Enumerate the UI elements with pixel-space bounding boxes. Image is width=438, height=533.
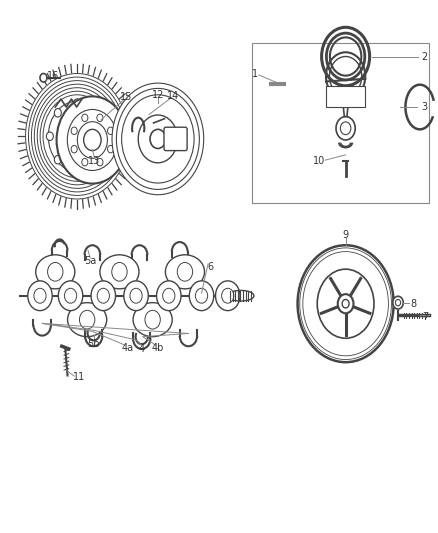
Text: 7: 7 [422,312,428,322]
Text: 2: 2 [421,52,427,61]
Text: 11: 11 [73,372,85,382]
Circle shape [393,296,403,309]
Bar [252,43,428,203]
Text: 16: 16 [47,71,59,81]
Circle shape [71,127,77,134]
Text: 3: 3 [421,102,427,112]
Circle shape [91,281,116,311]
Text: 14: 14 [167,91,179,101]
Circle shape [58,281,83,311]
Circle shape [145,310,160,329]
Text: 4: 4 [139,344,145,354]
Circle shape [28,77,126,196]
Circle shape [317,269,374,338]
Ellipse shape [166,255,205,289]
Text: 13: 13 [88,156,101,166]
Ellipse shape [100,255,139,289]
Circle shape [97,158,103,166]
Circle shape [112,262,127,281]
Text: 9: 9 [343,230,349,240]
Circle shape [130,288,142,303]
Circle shape [40,74,47,82]
Circle shape [84,130,101,151]
Circle shape [297,245,394,362]
Circle shape [107,127,113,134]
Circle shape [215,281,240,311]
Circle shape [46,132,53,141]
Circle shape [112,83,204,195]
Circle shape [32,80,123,192]
Text: 1: 1 [252,69,258,79]
Text: 15: 15 [120,92,133,102]
Ellipse shape [36,255,75,289]
Text: 12: 12 [152,90,164,100]
Circle shape [25,74,129,199]
Circle shape [54,156,61,164]
Circle shape [93,109,100,117]
Circle shape [79,310,95,329]
Circle shape [342,300,349,308]
Circle shape [34,84,120,188]
Circle shape [28,281,52,311]
Circle shape [162,288,175,303]
Circle shape [82,158,88,166]
Circle shape [156,281,181,311]
Circle shape [57,96,128,183]
Circle shape [195,288,208,303]
Circle shape [34,288,46,303]
Circle shape [37,88,117,185]
Circle shape [97,114,103,122]
Ellipse shape [133,303,172,337]
FancyBboxPatch shape [164,127,187,151]
Circle shape [64,288,77,303]
Circle shape [54,109,61,117]
Circle shape [189,281,214,311]
Circle shape [93,156,100,164]
Circle shape [122,95,194,183]
Circle shape [71,146,77,153]
Circle shape [97,288,110,303]
Circle shape [74,165,81,174]
Circle shape [40,91,114,181]
Circle shape [48,262,63,281]
Text: 4b: 4b [152,343,164,353]
Text: 5b: 5b [88,338,100,349]
Circle shape [338,294,353,313]
Text: 5a: 5a [84,256,96,266]
Text: 8: 8 [411,298,417,309]
Circle shape [74,99,81,107]
Circle shape [66,123,88,150]
Circle shape [43,95,111,177]
Circle shape [73,131,81,142]
Text: 10: 10 [313,156,325,166]
Circle shape [222,288,234,303]
Text: 4a: 4a [121,343,134,353]
Circle shape [101,132,108,141]
Circle shape [150,130,166,149]
Circle shape [177,262,193,281]
Circle shape [124,281,148,311]
Circle shape [82,114,88,122]
Text: 6: 6 [207,262,213,271]
Ellipse shape [67,303,107,337]
Circle shape [117,88,199,189]
Circle shape [107,146,113,153]
FancyBboxPatch shape [326,86,365,107]
